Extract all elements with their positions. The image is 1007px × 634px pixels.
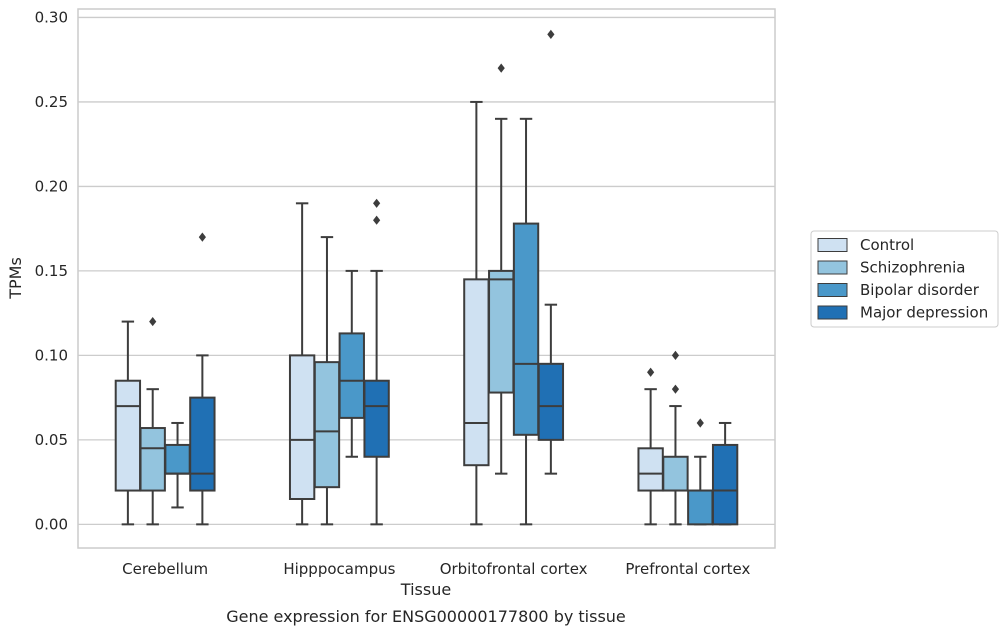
outlier-point: [497, 63, 505, 73]
box-0-1: [139, 316, 166, 526]
box-0-2: [164, 421, 191, 509]
legend: Control Schizophrenia Bipolar disorder Majo…: [810, 230, 999, 328]
legend-swatch: [817, 305, 848, 320]
legend-label: Bipolar disorder: [860, 281, 980, 299]
plot-frame: [77, 8, 776, 549]
iqr-box: [488, 269, 515, 394]
y-tick-label: 0.25: [35, 93, 68, 111]
legend-swatch: [817, 238, 848, 252]
box-0-3: [189, 232, 216, 526]
legend-label: Major depression: [860, 304, 988, 322]
legend-item: Major depression: [817, 304, 988, 322]
legend-swatch: [817, 260, 848, 275]
figure-caption: Gene expression for ENSG00000177800 by t…: [226, 607, 626, 626]
y-tick-label: 0.20: [35, 177, 68, 195]
box-2-3: [537, 29, 565, 475]
x-tick-label: Cerebellum: [122, 560, 208, 578]
iqr-box: [189, 396, 216, 492]
iqr-box: [463, 278, 490, 467]
x-tick-label: Hipppocampus: [283, 560, 395, 578]
iqr-box: [637, 447, 664, 492]
iqr-box: [662, 455, 689, 492]
iqr-box: [363, 379, 390, 458]
y-tick-label: 0.10: [35, 346, 68, 364]
outlier-point: [547, 29, 555, 39]
iqr-box: [313, 361, 341, 489]
boxes: [114, 29, 739, 526]
outlier-point: [198, 232, 206, 242]
outlier-point: [671, 350, 680, 360]
y-tick-labels: 0.00 0.05 0.10 0.15 0.20 0.25 0.30: [35, 8, 68, 533]
y-axis-label: TPMs: [6, 257, 25, 300]
iqr-box: [512, 222, 540, 436]
legend-item: Schizophrenia: [817, 259, 965, 277]
y-tick-label: 0.15: [35, 262, 68, 280]
iqr-box: [537, 362, 565, 441]
iqr-box: [687, 489, 714, 526]
x-tick-labels: Cerebellum Hipppocampus Orbitofrontal cort…: [122, 560, 750, 578]
box-1-0: [288, 202, 316, 526]
box-1-1: [313, 236, 341, 526]
outlier-point: [696, 418, 704, 428]
legend-item: Control: [817, 236, 914, 254]
legend-item: Bipolar disorder: [817, 281, 980, 299]
y-tick-label: 0.00: [35, 515, 68, 533]
box-2-0: [463, 100, 490, 526]
iqr-box: [288, 354, 316, 500]
iqr-box: [164, 443, 191, 475]
legend-swatch: [817, 283, 848, 297]
legend-items: Control Schizophrenia Bipolar disorder Majo…: [817, 236, 988, 322]
x-tick-label: Orbitofrontal cortex: [440, 560, 588, 578]
iqr-box: [338, 332, 365, 419]
iqr-box: [139, 427, 166, 492]
outlier-point: [149, 316, 157, 327]
box-1-3: [363, 198, 390, 526]
outlier-point: [373, 198, 381, 208]
box-3-1: [662, 350, 689, 526]
outlier-point: [671, 384, 680, 394]
legend-label: Control: [860, 236, 914, 254]
box-1-2: [338, 269, 365, 458]
iqr-box: [114, 379, 142, 492]
legend-label: Schizophrenia: [860, 259, 965, 277]
y-tick-label: 0.30: [35, 8, 68, 26]
y-tick-label: 0.05: [35, 431, 68, 449]
iqr-box: [711, 443, 739, 526]
box-3-0: [637, 367, 664, 526]
box-3-3: [711, 421, 739, 526]
outlier-point: [373, 215, 381, 225]
legend-frame: [810, 230, 999, 328]
box-2-2: [512, 117, 540, 526]
x-tick-label: Prefrontal cortex: [625, 560, 750, 578]
outlier-point: [647, 367, 655, 377]
x-axis-label: Tissue: [400, 580, 451, 599]
